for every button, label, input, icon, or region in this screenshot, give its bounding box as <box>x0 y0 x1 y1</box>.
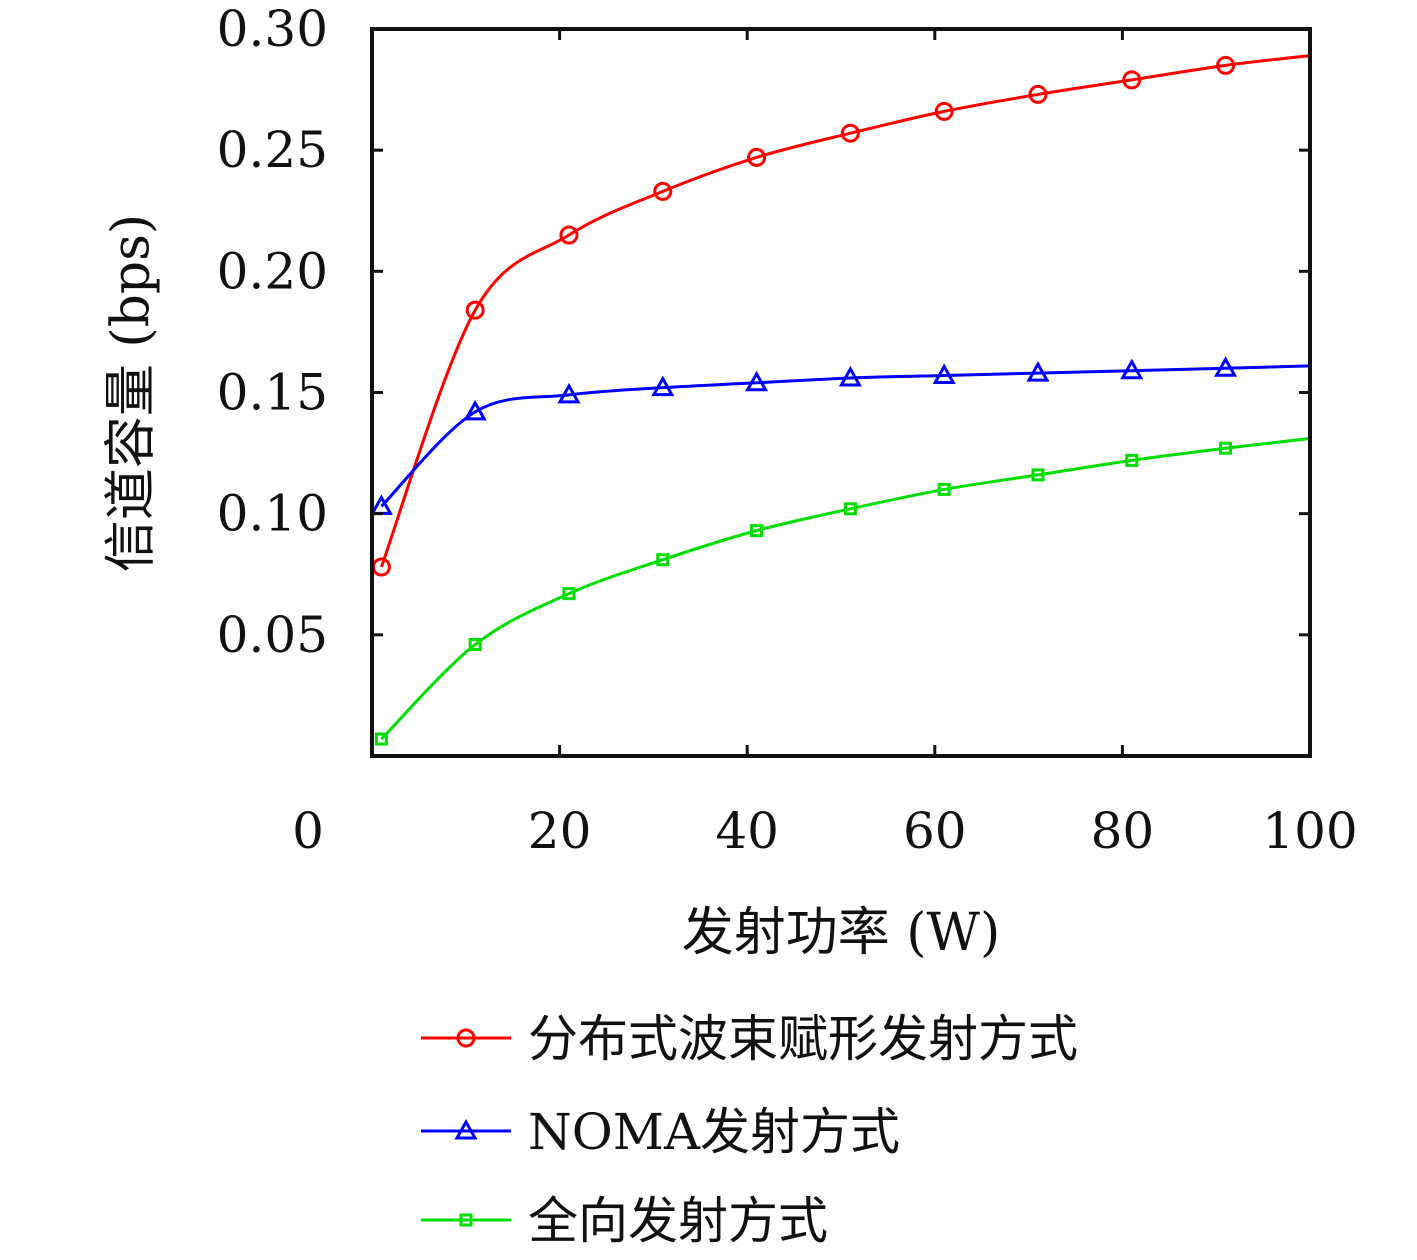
x-tick-label: 40 <box>715 802 779 860</box>
y-tick-label: 0.30 <box>217 0 328 58</box>
data-point <box>656 553 670 567</box>
data-point <box>1216 55 1236 75</box>
plot-marks <box>369 54 1311 746</box>
legend-marker <box>454 1118 478 1140</box>
y-tick-label: 0.05 <box>217 606 328 664</box>
y-tick-label: 0.15 <box>217 364 328 422</box>
y-axis-title: 信道容量 (bps) <box>102 214 162 572</box>
x-tick-label: 100 <box>1262 802 1357 860</box>
y-tick-label: 0.25 <box>217 121 328 179</box>
series-line <box>380 364 1311 508</box>
x-tick-label: 0 <box>292 802 324 860</box>
x-tick-label: 20 <box>528 802 592 860</box>
series-2 <box>369 356 1311 515</box>
x-axis-title: 发射功率 (W) <box>682 903 1001 963</box>
data-point <box>562 587 576 601</box>
data-point <box>557 382 581 404</box>
legend-label: 分布式波束赋形发射方式 <box>528 1010 1078 1068</box>
legend-marker <box>459 1213 473 1227</box>
data-point <box>559 225 579 245</box>
x-tick-label: 80 <box>1091 802 1155 860</box>
data-point <box>1125 453 1139 467</box>
data-point <box>1122 70 1142 90</box>
data-point <box>747 147 767 167</box>
y-tick-label: 0.10 <box>217 485 328 543</box>
legend-item: NOMA发射方式 <box>421 1103 900 1161</box>
data-point <box>745 370 769 392</box>
x-tick-label: 60 <box>903 802 967 860</box>
data-point <box>934 101 954 121</box>
series-3 <box>374 437 1311 746</box>
data-point <box>465 300 485 320</box>
data-point <box>374 732 388 746</box>
data-point <box>840 123 860 143</box>
data-point <box>843 502 857 516</box>
series-line <box>379 54 1311 568</box>
data-point <box>1120 358 1144 380</box>
legend-label: 全向发射方式 <box>528 1192 828 1250</box>
data-point <box>651 375 675 397</box>
data-point <box>1028 84 1048 104</box>
y-tick-label: 0.20 <box>217 242 328 300</box>
tick-labels: 0 20 40 60 80 100 0.05 0.10 0.15 0.20 0.25 0.30 <box>217 0 1358 860</box>
data-point <box>463 399 487 421</box>
data-point <box>750 524 764 538</box>
data-point <box>468 638 482 652</box>
data-point <box>1214 356 1238 377</box>
plot-frame <box>370 27 1312 758</box>
data-point <box>932 363 956 385</box>
data-point <box>1219 441 1233 455</box>
axis-ticks <box>372 29 1310 756</box>
data-point <box>1031 468 1045 482</box>
data-point <box>937 482 951 496</box>
data-point <box>838 365 862 387</box>
series-1 <box>371 54 1311 577</box>
data-point <box>1026 361 1050 382</box>
legend-item: 分布式波束赋形发射方式 <box>421 1010 1078 1068</box>
series-line <box>380 437 1311 741</box>
legend-item: 全向发射方式 <box>421 1192 828 1250</box>
data-point <box>653 181 673 201</box>
legend-marker <box>456 1028 476 1048</box>
legend-label: NOMA发射方式 <box>528 1103 900 1161</box>
